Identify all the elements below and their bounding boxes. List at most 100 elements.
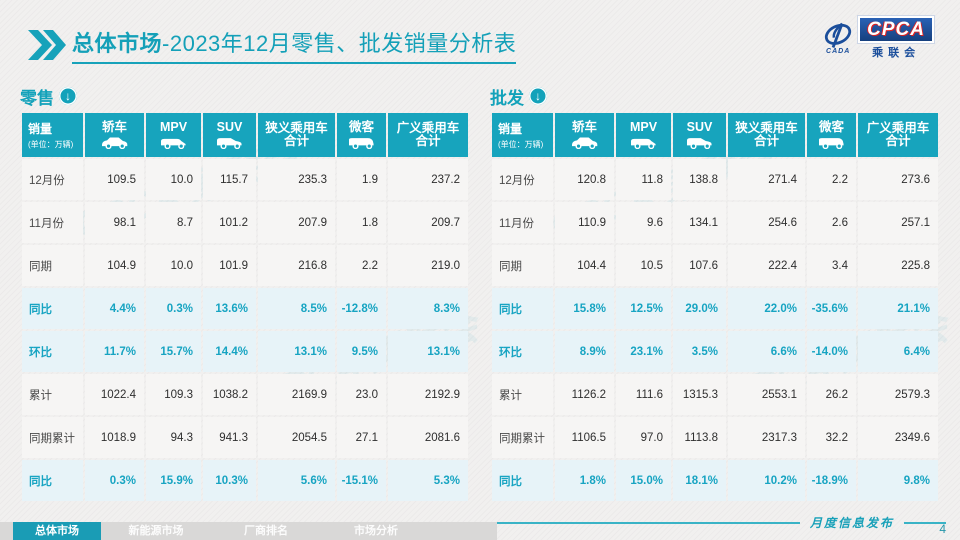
table-row: 11月份 98.1 8.7 101.2 207.9 1.8 209.7	[22, 202, 468, 243]
value-cell: 2054.5	[258, 417, 335, 458]
value-cell: 2.6	[807, 202, 856, 243]
footer-publish-label: 月度信息发布	[809, 516, 894, 530]
nav-tab-厂商排名[interactable]: 厂商排名	[244, 525, 288, 537]
value-cell: 219.0	[388, 245, 468, 286]
row-label: 累计	[22, 374, 83, 415]
retail-section-head: 零售 ↓	[20, 84, 470, 108]
wholesale-section-title: 批发	[490, 88, 524, 108]
row-label: 同比	[492, 288, 553, 329]
value-cell: 8.5%	[258, 288, 335, 329]
value-cell: 2317.3	[728, 417, 805, 458]
wholesale-section-head: 批发 ↓	[490, 84, 940, 108]
suv-icon	[686, 138, 712, 149]
value-cell: 225.8	[858, 245, 938, 286]
value-cell: 10.3%	[203, 460, 256, 501]
value-cell: 3.4	[807, 245, 856, 286]
title-prefix: 总体市场	[72, 31, 163, 56]
microvan-icon	[818, 138, 844, 149]
column-header-广义乘用车合计: 广义乘用车合计	[858, 113, 938, 157]
row-label: 环比	[22, 331, 83, 372]
value-cell: 97.0	[616, 417, 671, 458]
nav-tab-新能源市场[interactable]: 新能源市场	[128, 525, 184, 537]
value-cell: 23.1%	[616, 331, 671, 372]
table-row: 11月份 110.9 9.6 134.1 254.6 2.6 257.1	[492, 202, 938, 243]
column-header-狭义乘用车合计: 狭义乘用车合计	[258, 113, 335, 157]
row-label: 同期累计	[22, 417, 83, 458]
value-cell: 10.0	[146, 159, 201, 200]
value-cell: 254.6	[728, 202, 805, 243]
value-cell: 5.6%	[258, 460, 335, 501]
double-chevron-icon	[28, 30, 66, 60]
sedan-icon	[101, 137, 127, 149]
value-cell: 0.3%	[85, 460, 144, 501]
retail-table: 销量 (单位：万辆) 轿车 MPV SUV 狭义乘用车合计 微客 广义乘用车合计 12月份 109…	[20, 111, 470, 503]
value-cell: 9.5%	[337, 331, 386, 372]
value-cell: 0.3%	[146, 288, 201, 329]
column-header-广义乘用车合计: 广义乘用车合计	[388, 113, 468, 157]
logo-cpca-text: CPCA	[867, 19, 925, 40]
value-cell: 109.5	[85, 159, 144, 200]
mpv-icon	[160, 138, 186, 149]
value-cell: 2.2	[337, 245, 386, 286]
value-cell: 1022.4	[85, 374, 144, 415]
value-cell: 5.3%	[388, 460, 468, 501]
column-header-微客: 微客	[807, 113, 856, 157]
column-header-SUV: SUV	[673, 113, 726, 157]
value-cell: 14.4%	[203, 331, 256, 372]
value-cell: 9.6	[616, 202, 671, 243]
value-cell: -12.8%	[337, 288, 386, 329]
value-cell: 1.8	[337, 202, 386, 243]
retail-panel: 零售 ↓ 销量 (单位：万辆) 轿车 MPV SUV 狭义乘用车合计 微客 广义乘用车合计 12…	[20, 84, 470, 503]
table-row: 同比 1.8% 15.0% 18.1% 10.2% -18.9% 9.8%	[492, 460, 938, 501]
value-cell: 4.4%	[85, 288, 144, 329]
value-cell: 2553.1	[728, 374, 805, 415]
value-cell: 216.8	[258, 245, 335, 286]
value-cell: 2192.9	[388, 374, 468, 415]
value-cell: 18.1%	[673, 460, 726, 501]
nav-tab-总体市场[interactable]: 总体市场	[13, 522, 101, 540]
value-cell: 8.9%	[555, 331, 614, 372]
microvan-icon	[348, 138, 374, 149]
title-row: 总体市场-2023年12月零售、批发销量分析表	[28, 26, 517, 64]
value-cell: 13.6%	[203, 288, 256, 329]
value-cell: 110.9	[555, 202, 614, 243]
value-cell: 13.1%	[258, 331, 335, 372]
row-label: 环比	[492, 331, 553, 372]
value-cell: 115.7	[203, 159, 256, 200]
nav-tab-市场分析[interactable]: 市场分析	[354, 525, 398, 537]
row-label: 12月份	[22, 159, 83, 200]
value-cell: 11.7%	[85, 331, 144, 372]
value-cell: 1106.5	[555, 417, 614, 458]
value-cell: 1113.8	[673, 417, 726, 458]
value-cell: 107.6	[673, 245, 726, 286]
value-cell: 23.0	[337, 374, 386, 415]
logo-sub-text: 乘联会	[872, 47, 921, 59]
row-label: 同期	[492, 245, 553, 286]
table-row: 12月份 109.5 10.0 115.7 235.3 1.9 237.2	[22, 159, 468, 200]
page-number: 4	[939, 522, 946, 536]
value-cell: 32.2	[807, 417, 856, 458]
value-cell: 2169.9	[258, 374, 335, 415]
value-cell: 1.8%	[555, 460, 614, 501]
row-label: 同比	[492, 460, 553, 501]
value-cell: 209.7	[388, 202, 468, 243]
value-cell: 15.7%	[146, 331, 201, 372]
down-arrow-icon: ↓	[529, 87, 547, 105]
table-row: 累计 1022.4 109.3 1038.2 2169.9 23.0 2192.9	[22, 374, 468, 415]
row-label: 同期	[22, 245, 83, 286]
value-cell: 1018.9	[85, 417, 144, 458]
value-cell: 138.8	[673, 159, 726, 200]
value-cell: 15.8%	[555, 288, 614, 329]
value-cell: 101.9	[203, 245, 256, 286]
logo-box: CPCA	[858, 16, 934, 43]
column-header-MPV: MPV	[616, 113, 671, 157]
wholesale-table: 销量 (单位：万辆) 轿车 MPV SUV 狭义乘用车合计 微客 广义乘用车合计 12月份 120…	[490, 111, 940, 503]
value-cell: 13.1%	[388, 331, 468, 372]
suv-icon	[216, 138, 242, 149]
value-cell: 27.1	[337, 417, 386, 458]
value-cell: 1038.2	[203, 374, 256, 415]
row-label: 同比	[22, 288, 83, 329]
title-rest: -2023年12月零售、批发销量分析表	[162, 31, 517, 56]
row-label: 同比	[22, 460, 83, 501]
